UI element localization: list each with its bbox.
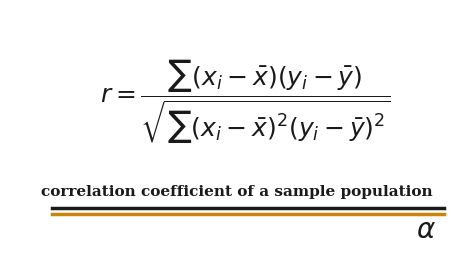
Text: $\alpha$: $\alpha$ <box>416 217 436 244</box>
Text: $r = \dfrac{\sum(x_i - \bar{x})(y_i - \bar{y})}{\sqrt{\sum(x_i - \bar{x})^2(y_i : $r = \dfrac{\sum(x_i - \bar{x})(y_i - \b… <box>100 58 391 146</box>
Text: correlation coefficient of a sample population: correlation coefficient of a sample popu… <box>41 185 433 199</box>
